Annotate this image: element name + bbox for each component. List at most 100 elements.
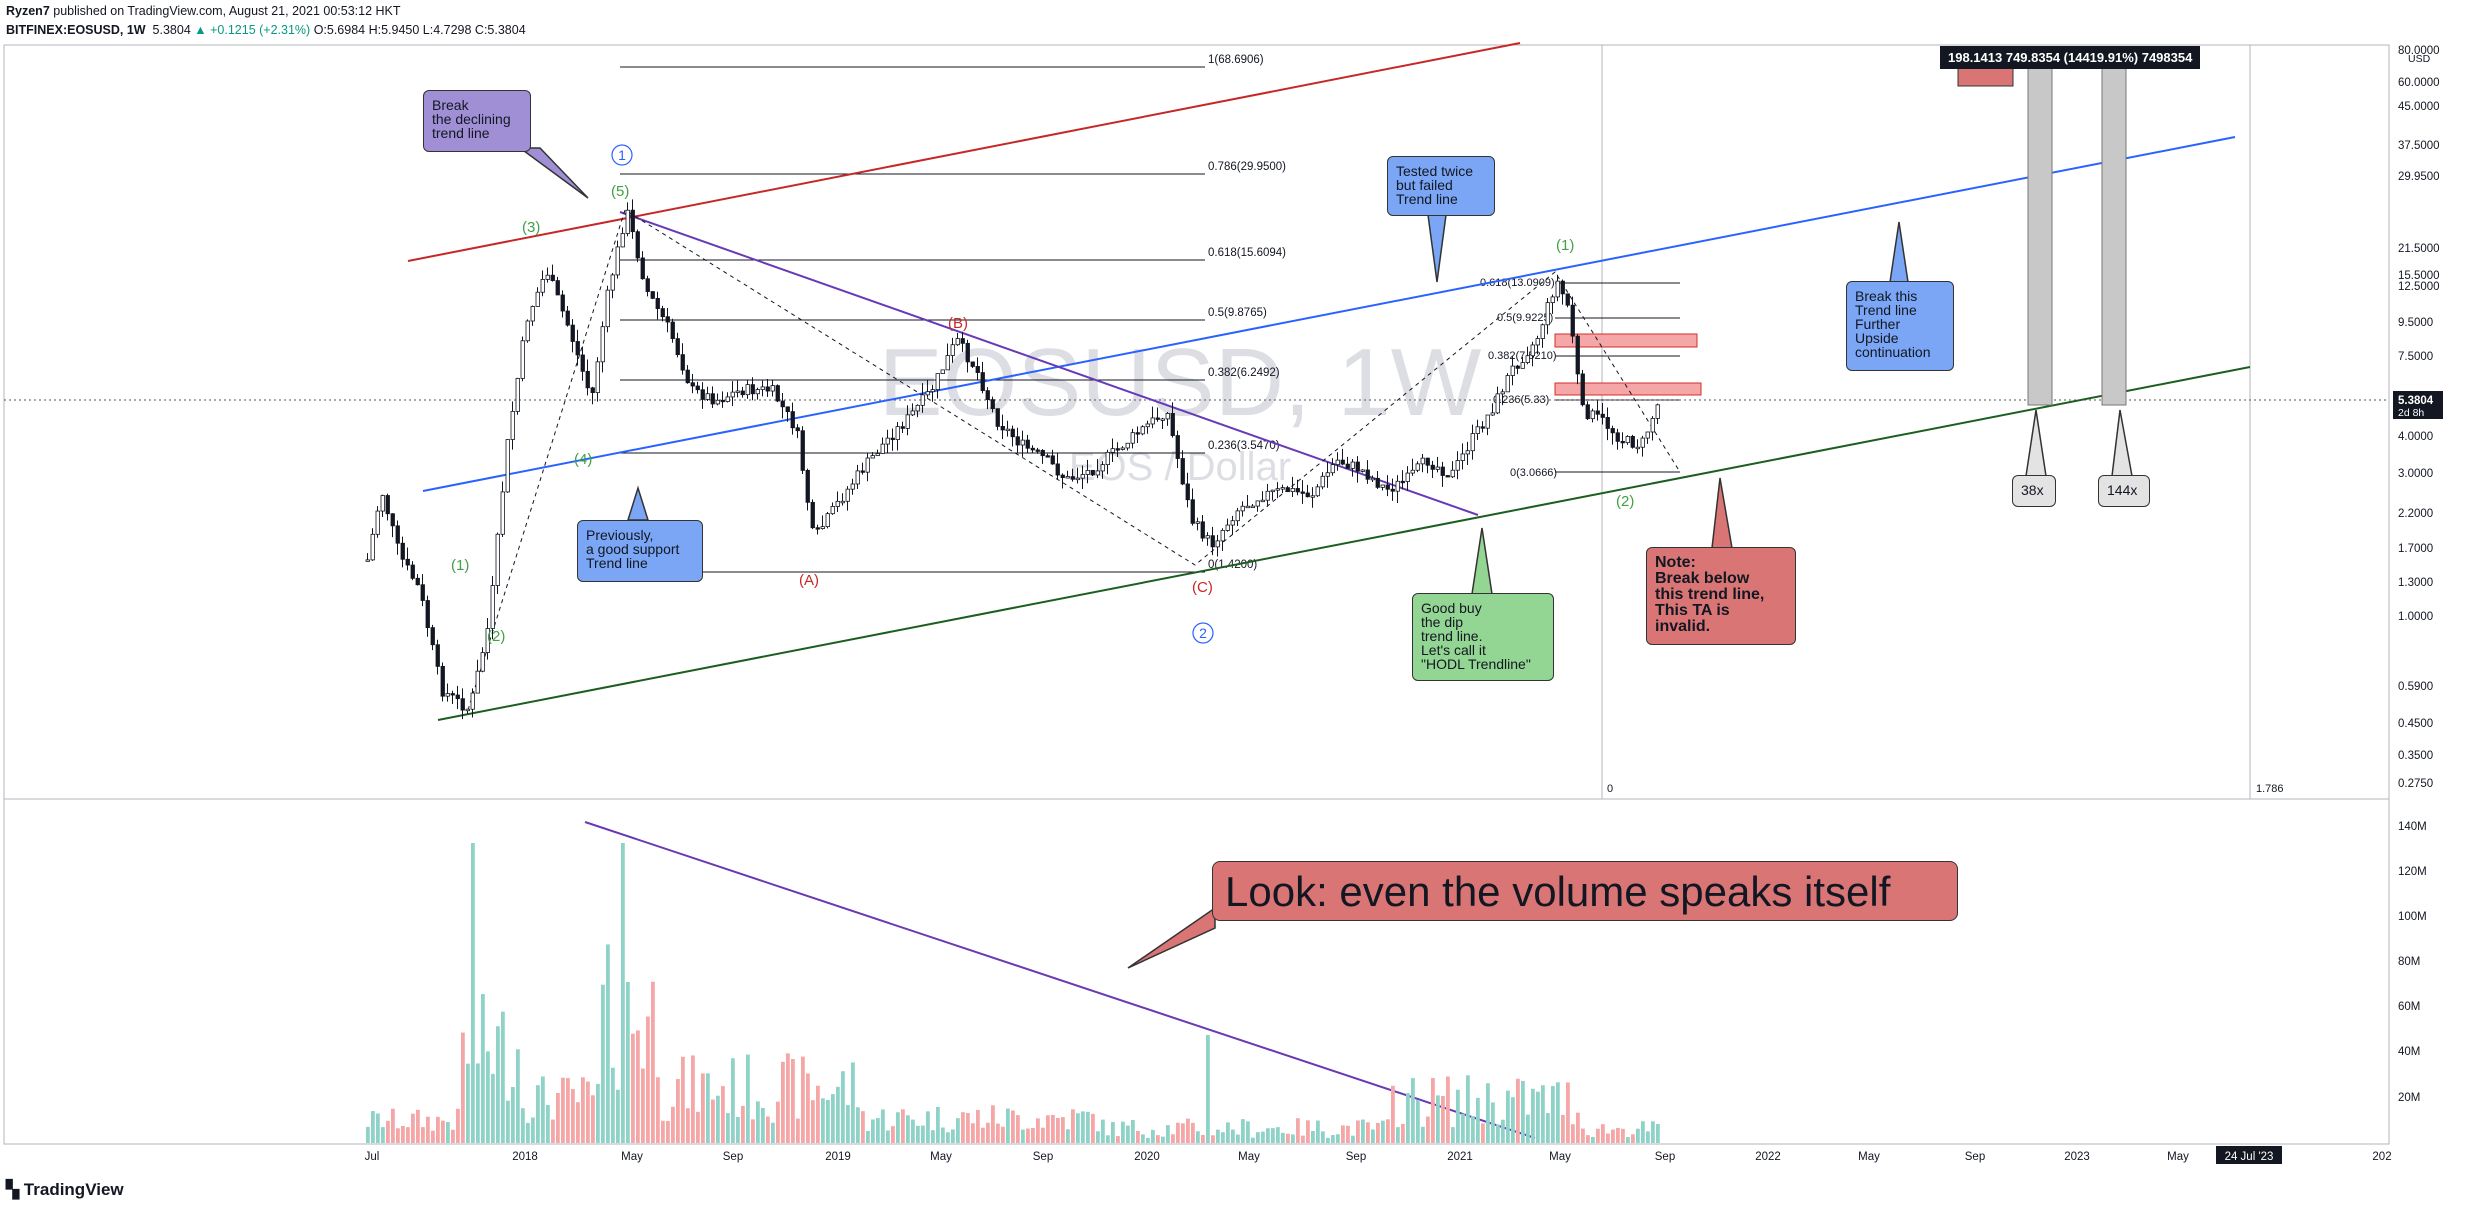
volume-bar [906,1115,910,1143]
volume-tick-label: 120M [2398,866,2427,878]
volume-bar [1466,1075,1470,1143]
callout-note-invalid[interactable]: Note: Break below this trend line, This … [1646,547,1796,645]
volume-bar [956,1118,960,1143]
volume-bar [1581,1128,1585,1143]
callout-tested-twice[interactable]: Tested twice but failed Trend line [1387,156,1495,216]
candle-up [1460,453,1465,461]
callout-38x[interactable]: 38x [2012,475,2056,507]
supply-zone[interactable] [1554,333,1698,348]
volume-series[interactable] [366,843,1660,1143]
candle-down [1425,457,1430,466]
volume-bar [886,1130,890,1143]
purple-volume-trendline[interactable] [584,821,1536,1139]
volume-bar [1231,1129,1235,1143]
price-tick-label: 37.5000 [2398,140,2440,152]
candle-down [780,400,785,408]
volume-bar [421,1127,425,1143]
candle-down [970,361,975,367]
volume-bar [726,1113,730,1143]
candle-down [1210,535,1215,548]
tradingview-logo[interactable]: ▚ TradingView [6,1180,124,1200]
candle-down [405,558,410,566]
candle-up [1360,469,1365,472]
candle-down [690,382,695,387]
time-tick-label: May [1858,1151,1880,1163]
price-tick-label: 60.0000 [2398,77,2440,89]
candle-down [750,384,755,395]
supply-zone[interactable] [1554,382,1702,396]
callout-good-buy[interactable]: Good buy the dip trend line. Let's call … [1412,593,1554,681]
volume-bar [696,1111,700,1143]
author-name[interactable]: Ryzen7 [6,4,50,18]
green-hodl-trendline[interactable] [437,366,2251,721]
candle-up [1250,505,1255,508]
callout-break-declining[interactable]: Break the declining trend line [423,90,531,152]
candle-down [800,430,805,471]
candle-up [955,338,960,346]
volume-bar [1361,1119,1365,1143]
symbol-label[interactable]: BITFINEX:EOSUSD, 1W [6,23,146,37]
candle-up [1495,393,1500,414]
volume-bar [1326,1137,1330,1143]
time-axis[interactable]: Jul 2018 May Sep 2019 May Sep 2020 May Sep 2021 May… [365,1146,2392,1164]
candlestick-series[interactable] [365,199,1660,720]
volume-bar [591,1095,595,1143]
volume-bar [756,1101,760,1143]
wave-dashed-path [467,209,1681,711]
purple-declining-trendline[interactable] [619,211,1479,516]
candle-down [440,665,445,697]
volume-bar [721,1086,725,1143]
volume-bar [1091,1113,1095,1143]
volume-axis[interactable]: 140M 120M 100M 80M 60M 40M 20M [2398,821,2427,1104]
candle-up [820,526,825,529]
fib-label: 0.5(9.8765) [1208,307,1267,319]
fib-retracement-main[interactable] [620,66,1205,573]
candle-up [1645,431,1650,439]
red-resistance-trendline[interactable] [407,42,1521,262]
volume-bar [1371,1129,1375,1143]
volume-bar [1431,1078,1435,1143]
volume-bar [691,1055,695,1143]
volume-bar [1481,1123,1485,1143]
volume-bar [1051,1114,1055,1143]
candle-up [595,361,600,394]
volume-bar [731,1058,735,1143]
candle-down [815,527,820,530]
candle-up [930,389,935,393]
volume-bar [946,1132,950,1143]
candle-up [495,533,500,586]
candle-down [550,274,555,281]
measure-bars[interactable] [1957,54,2127,406]
candle-down [1170,413,1175,436]
volume-bar [781,1061,785,1143]
candle-up [1145,423,1150,428]
volume-bar [496,1026,500,1143]
candle-up [1470,433,1475,452]
candle-down [900,426,905,429]
callout-previous-support[interactable]: Previously, a good support Trend line [577,520,703,582]
volume-bar [511,1086,515,1143]
volume-bar [1496,1124,1500,1143]
volume-bar [826,1099,830,1143]
volume-bar [1106,1135,1110,1143]
price-axis[interactable]: 80.0000 60.0000 45.0000 37.5000 29.9500 21.50… [2398,45,2440,790]
candle-up [1075,477,1080,481]
candle-up [920,394,925,406]
candle-down [685,369,690,384]
candle-up [1270,489,1275,493]
volume-bar [1221,1132,1225,1143]
candle-up [500,491,505,535]
candle-down [420,584,425,601]
candle-down [785,406,790,413]
candle-up [1080,474,1085,479]
candle-up [725,396,730,402]
callout-volume-note[interactable]: Look: even the volume speaks itself [1212,861,1958,921]
candle-up [1435,466,1440,470]
callout-break-further[interactable]: Break this Trend line Further Upside con… [1846,281,1954,371]
callout-144x[interactable]: 144x [2098,475,2150,507]
candle-down [1040,449,1045,457]
candle-down [695,385,700,391]
blue-channel-trendline[interactable] [422,136,2236,492]
chart-header: Ryzen7 published on TradingView.com, Aug… [6,2,526,40]
